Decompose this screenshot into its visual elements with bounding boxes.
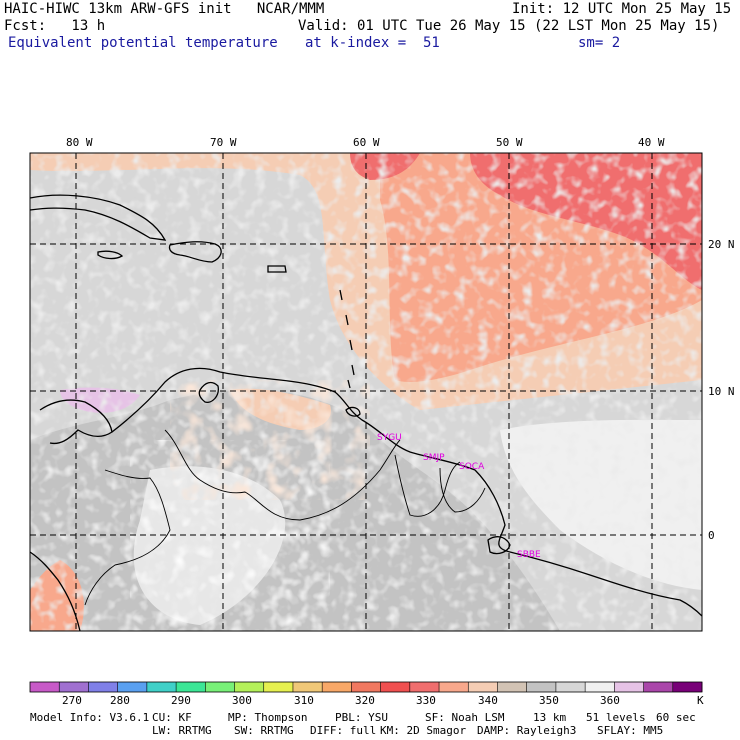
colorbar-label-280: 280: [110, 694, 130, 707]
colorbar-swatch: [263, 682, 294, 692]
lon-label-40w: 40 W: [638, 136, 665, 149]
colorbar-swatch: [351, 682, 382, 692]
coast-cuba: [30, 194, 167, 241]
station-sygu: SYGU: [377, 433, 402, 443]
colorbar-label-270: 270: [62, 694, 82, 707]
colorbar-label-320: 320: [355, 694, 375, 707]
colorbar-swatch: [585, 682, 615, 692]
lat-label-10n: 10 N: [708, 385, 735, 398]
colorbar-label-330: 330: [416, 694, 436, 707]
colorbar-swatch: [234, 682, 265, 692]
footer-resolution: 13 km: [533, 711, 567, 724]
coast-south-america-north: [111, 367, 702, 617]
border-suriname: [439, 467, 486, 513]
coast-lesser-antilles: [339, 289, 355, 389]
colorbar-swatch: [555, 682, 586, 692]
footer-sflay: SFLAY: MM5: [597, 724, 664, 737]
colorbar-swatch: [117, 682, 148, 692]
colorbar-label-360: 360: [600, 694, 620, 707]
valid-time: Valid: 01 UTC Tue 26 May 15 (22 LST Mon …: [298, 18, 720, 34]
colorbar-label-310: 310: [294, 694, 314, 707]
coast-hispaniola: [168, 241, 222, 263]
lon-label-70w: 70 W: [210, 136, 237, 149]
footer-pbl: PBL: YSU: [335, 711, 388, 724]
axis-labels: 80 W 70 W 60 W 50 W 40 W 20 N 10 N 0: [66, 136, 735, 542]
coast-lake-maracaibo: [198, 381, 219, 403]
lon-label-80w: 80 W: [66, 136, 93, 149]
borders: [84, 429, 486, 606]
colorbar-label-340: 340: [478, 694, 498, 707]
station-smjp: SMJP: [423, 453, 445, 463]
colorbar-swatch: [468, 682, 498, 692]
colorbar-swatch: [614, 682, 645, 692]
colorbar-swatch: [146, 682, 177, 692]
lon-label-50w: 50 W: [496, 136, 523, 149]
level-info: at k-index = 51: [305, 35, 440, 51]
station-sbbe: SBBE: [517, 550, 541, 560]
footer-sw: SW: RRTMG: [234, 724, 294, 737]
colorbar-swatch: [672, 682, 703, 692]
footer-levels: 51 levels: [586, 711, 646, 724]
footer-diff: DIFF: full: [310, 724, 377, 737]
colorbar-swatch: [205, 682, 236, 692]
colorbar-swatch: [88, 682, 119, 692]
coast-pacific: [30, 551, 81, 631]
colorbar-swatch: [380, 682, 411, 692]
station-soca: SOCA: [459, 462, 485, 472]
theta-e-field: [30, 153, 702, 631]
colorbar-labels: 270 280 290 300 310 320 330 340 350 360 …: [62, 694, 704, 707]
footer-lw: LW: RRTMG: [152, 724, 212, 737]
coast-jamaica: [97, 250, 124, 260]
init-time: Init: 12 UTC Mon 25 May 15: [512, 1, 732, 17]
footer-cu: CU: KF: [152, 711, 192, 724]
colorbar-label-300: 300: [232, 694, 252, 707]
colorbar-swatch: [526, 682, 557, 692]
colorbar-swatch: [409, 682, 440, 692]
forecast-hour: Fcst: 13 h: [4, 18, 106, 34]
smoothing-info: sm= 2: [578, 35, 621, 51]
footer-km: KM: 2D Smagor: [380, 724, 467, 737]
footer-sf: SF: Noah LSM: [425, 711, 505, 724]
colorbar-swatch: [59, 682, 89, 692]
coast-marajo: [487, 536, 511, 555]
lat-label-20n: 20 N: [708, 238, 735, 251]
footer-damp: DAMP: Rayleigh3: [477, 724, 577, 737]
colorbar-swatch: [292, 682, 323, 692]
latlon-grid: [30, 153, 702, 631]
colorbar-swatch: [30, 682, 60, 692]
footer-model-info: Model Info: V3.6.1: [30, 711, 150, 724]
coastlines: [30, 194, 702, 631]
border-colombia: [84, 469, 171, 606]
border-guianas: [394, 454, 461, 517]
border-venezuela-brazil: [164, 429, 401, 521]
colorbar-label-350: 350: [539, 694, 559, 707]
model-title: HAIC-HIWC 13km ARW-GFS init NCAR/MMM: [4, 1, 325, 17]
lat-label-eq: 0: [708, 529, 715, 542]
colorbar-frame: [29, 681, 703, 693]
colorbar: [29, 681, 703, 693]
map-frame: [29, 152, 703, 632]
field-texture-tan: [170, 380, 370, 500]
colorbar-swatch: [322, 682, 352, 692]
colorbar-swatch: [176, 682, 206, 692]
colorbar-swatch: [439, 682, 469, 692]
coast-puerto-rico: [267, 265, 287, 273]
colorbar-unit: K: [697, 694, 704, 707]
colorbar-label-290: 290: [171, 694, 191, 707]
field-name: Equivalent potential temperature: [8, 35, 278, 51]
footer-mp: MP: Thompson: [228, 711, 308, 724]
lon-label-60w: 60 W: [353, 136, 380, 149]
footer-timestep: 60 sec: [656, 711, 696, 724]
station-labels: SYGU SMJP SOCA SBBE: [377, 433, 541, 560]
colorbar-swatch: [497, 682, 528, 692]
coast-trinidad: [345, 406, 361, 417]
colorbar-swatch: [643, 682, 674, 692]
